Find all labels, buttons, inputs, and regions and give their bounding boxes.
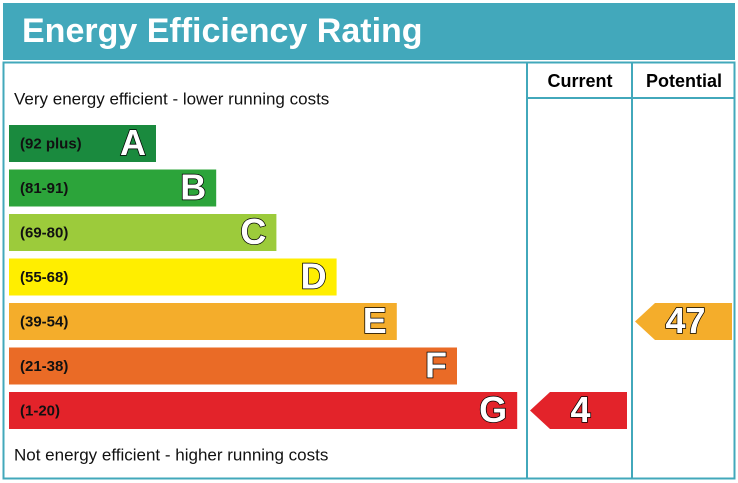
band-range: (92 plus) — [20, 135, 82, 152]
band-range: (69-80) — [20, 224, 68, 241]
rating-arrow — [530, 392, 627, 429]
band-range: (55-68) — [20, 269, 68, 286]
column-header: Potential — [646, 71, 722, 91]
band — [9, 125, 156, 162]
band-range: (39-54) — [20, 313, 68, 330]
band-letter: D — [301, 256, 327, 297]
band — [9, 169, 217, 207]
band-letter: C — [240, 211, 266, 252]
band-letter: E — [363, 300, 387, 341]
band-letter: B — [180, 167, 206, 208]
band — [9, 392, 518, 429]
band — [9, 303, 397, 340]
title: Energy Efficiency Rating — [22, 12, 423, 50]
band-letter: G — [479, 389, 507, 430]
band-letter: A — [120, 122, 146, 163]
column-header: Current — [547, 71, 612, 91]
title-bar — [3, 3, 735, 60]
band — [9, 347, 457, 385]
rating-value: 47 — [665, 300, 705, 341]
rating-arrow — [635, 303, 732, 340]
band-range: (1-20) — [20, 402, 60, 419]
rating-value: 4 — [570, 389, 590, 430]
band-range: (21-38) — [20, 358, 68, 375]
band-letter: F — [425, 345, 447, 386]
band — [9, 214, 277, 251]
band-range: (81-91) — [20, 180, 68, 197]
frame — [2, 61, 736, 480]
band — [9, 258, 337, 296]
top-label: Very energy efficient - lower running co… — [14, 89, 329, 108]
bottom-label: Not energy efficient - higher running co… — [14, 445, 328, 464]
